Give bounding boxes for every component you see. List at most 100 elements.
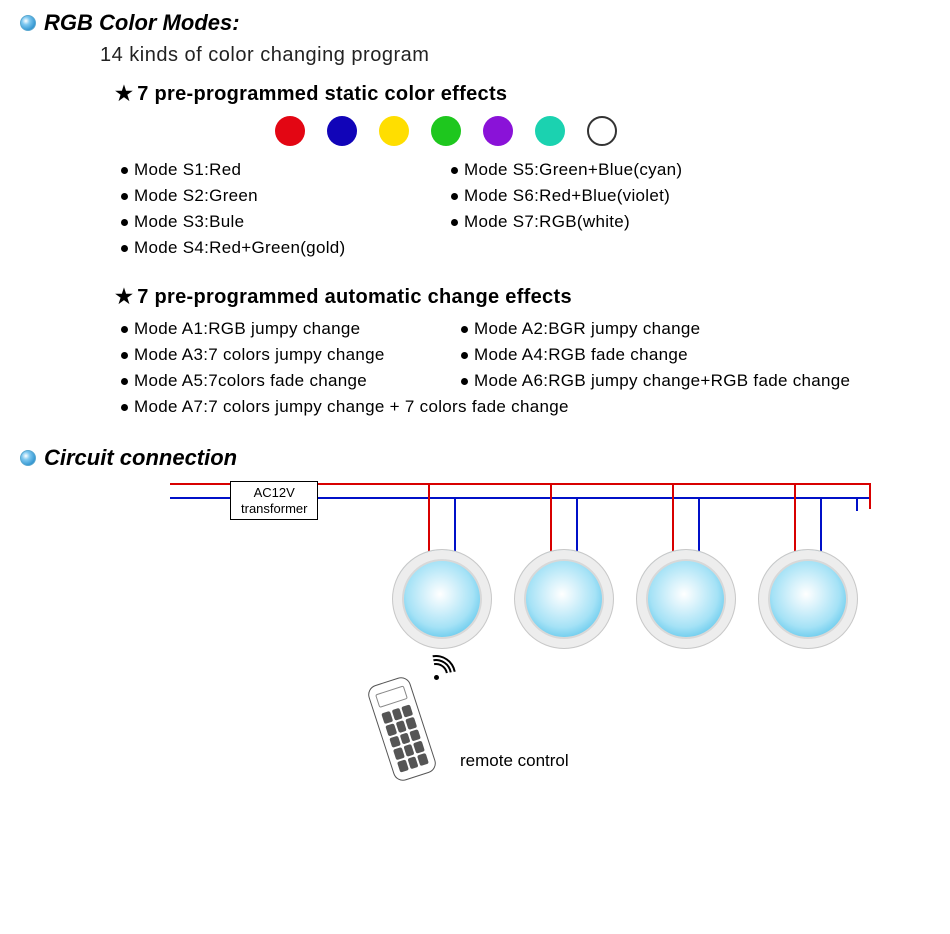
mode-row: Mode A7:7 colors jumpy change + 7 colors… <box>121 397 930 417</box>
static-heading: ★7 pre-programmed static color effects <box>115 81 930 106</box>
bullet-dot-icon <box>121 193 128 200</box>
mode-row: Mode A1:RGB jumpy change Mode A2:BGR jump… <box>121 319 930 339</box>
remote-key <box>395 720 407 733</box>
pool-light <box>758 549 858 649</box>
mode-label: Mode S7:RGB(white) <box>464 212 630 232</box>
remote-screen <box>375 685 408 708</box>
star-icon: ★ <box>115 83 133 105</box>
bullet-dot-icon <box>121 352 128 359</box>
section-title: RGB Color Modes: <box>44 10 240 36</box>
remote-key <box>389 735 401 748</box>
wire-red-drop <box>428 483 430 555</box>
signal-dot-icon <box>434 675 439 680</box>
transformer-label: transformer <box>241 501 307 517</box>
mode-label: Mode S3:Bule <box>134 212 244 232</box>
remote-key <box>407 756 419 769</box>
mode-label: Mode S5:Green+Blue(cyan) <box>464 160 682 180</box>
mode-item: Mode S6:Red+Blue(violet) <box>451 186 930 206</box>
color-swatch <box>535 116 565 146</box>
circuit-diagram: AC12Vtransformerremote control <box>170 479 930 779</box>
subtitle: 14 kinds of color changing program <box>100 44 930 67</box>
mode-item: Mode A3:7 colors jumpy change <box>121 345 461 365</box>
mode-item: Mode A5:7colors fade change <box>121 371 461 391</box>
mode-row: Mode A3:7 colors jumpy change Mode A4:RGB… <box>121 345 930 365</box>
mode-row: Mode A5:7colors fade change Mode A6:RGB j… <box>121 371 930 391</box>
transformer-label: AC12V <box>241 485 307 501</box>
section-header-rgb: RGB Color Modes: <box>20 10 930 36</box>
wire-blue-drop <box>820 497 822 555</box>
color-swatches-row <box>275 116 930 146</box>
remote-key <box>402 704 414 717</box>
star-icon: ★ <box>115 286 133 308</box>
mode-label: Mode A4:RGB fade change <box>474 345 688 365</box>
mode-item: Mode S1:Red <box>121 160 441 180</box>
mode-item: Mode S4:Red+Green(gold) <box>121 238 441 258</box>
bullet-dot-icon <box>121 326 128 333</box>
remote-key <box>391 708 403 721</box>
mode-item: Mode S7:RGB(white) <box>451 212 930 232</box>
color-swatch <box>483 116 513 146</box>
remote-key <box>385 723 397 736</box>
wire-red-end <box>869 483 871 509</box>
remote-key <box>413 741 425 754</box>
mode-label: Mode S1:Red <box>134 160 241 180</box>
signal-icon <box>416 655 456 695</box>
remote-key <box>417 753 429 766</box>
mode-label: Mode A1:RGB jumpy change <box>134 319 360 339</box>
section-header-circuit: Circuit connection <box>20 445 930 471</box>
remote-key <box>409 729 421 742</box>
bullet-dot-icon <box>461 378 468 385</box>
mode-item: Mode A2:BGR jumpy change <box>461 319 930 339</box>
bullet-dot-icon <box>451 167 458 174</box>
remote-key <box>399 732 411 745</box>
mode-item: Mode S2:Green <box>121 186 441 206</box>
color-swatch <box>327 116 357 146</box>
mode-label: Mode S2:Green <box>134 186 258 206</box>
mode-label: Mode A6:RGB jumpy change+RGB fade change <box>474 371 850 391</box>
remote-key <box>381 711 393 724</box>
pool-light <box>636 549 736 649</box>
pool-light <box>514 549 614 649</box>
bullet-dot-icon <box>451 193 458 200</box>
bullet-dot-icon <box>121 245 128 252</box>
bullet-icon <box>20 450 36 466</box>
bullet-dot-icon <box>121 167 128 174</box>
remote-key <box>403 744 415 757</box>
wire-red-drop <box>672 483 674 555</box>
bullet-dot-icon <box>121 219 128 226</box>
bullet-dot-icon <box>121 404 128 411</box>
auto-heading: ★7 pre-programmed automatic change effec… <box>115 284 930 309</box>
static-heading-text: 7 pre-programmed static color effects <box>137 83 507 105</box>
mode-item: Mode A6:RGB jumpy change+RGB fade change <box>461 371 930 391</box>
wire-blue-drop <box>576 497 578 555</box>
mode-label: Mode A3:7 colors jumpy change <box>134 345 385 365</box>
bullet-dot-icon <box>451 219 458 226</box>
remote-key <box>405 717 417 730</box>
color-swatch <box>587 116 617 146</box>
wire-blue-end <box>856 497 858 511</box>
auto-modes-list: Mode A1:RGB jumpy change Mode A2:BGR jump… <box>121 319 930 417</box>
section-title: Circuit connection <box>44 445 237 471</box>
color-swatch <box>275 116 305 146</box>
color-swatch <box>379 116 409 146</box>
remote-key <box>397 760 409 773</box>
mode-item: Mode A4:RGB fade change <box>461 345 930 365</box>
mode-label: Mode A7:7 colors jumpy change + 7 colors… <box>134 397 569 417</box>
remote-buttons <box>381 704 429 772</box>
mode-label: Mode S6:Red+Blue(violet) <box>464 186 670 206</box>
mode-item <box>451 238 930 258</box>
static-effects-block: ★7 pre-programmed static color effects M… <box>115 73 930 258</box>
bullet-dot-icon <box>461 326 468 333</box>
bullet-dot-icon <box>121 378 128 385</box>
wire-blue-drop <box>698 497 700 555</box>
auto-effects-block: ★7 pre-programmed automatic change effec… <box>115 276 930 417</box>
remote-key <box>393 747 405 760</box>
static-modes-grid: Mode S1:Red Mode S5:Green+Blue(cyan) Mode … <box>121 160 930 258</box>
pool-light <box>392 549 492 649</box>
transformer-box: AC12Vtransformer <box>230 481 318 520</box>
mode-label: Mode A5:7colors fade change <box>134 371 367 391</box>
mode-label: Mode A2:BGR jumpy change <box>474 319 700 339</box>
bullet-icon <box>20 15 36 31</box>
mode-item: Mode S3:Bule <box>121 212 441 232</box>
color-swatch <box>431 116 461 146</box>
